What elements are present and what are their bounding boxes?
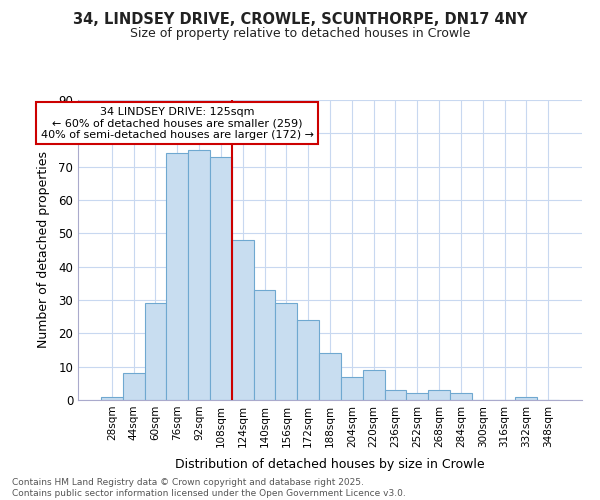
Bar [123, 374, 145, 400]
X-axis label: Distribution of detached houses by size in Crowle: Distribution of detached houses by size … [175, 458, 485, 471]
Bar [232, 240, 254, 400]
Bar [450, 394, 472, 400]
Text: 34 LINDSEY DRIVE: 125sqm
← 60% of detached houses are smaller (259)
40% of semi-: 34 LINDSEY DRIVE: 125sqm ← 60% of detach… [41, 106, 314, 140]
Bar [363, 370, 385, 400]
Bar [297, 320, 319, 400]
Bar [319, 354, 341, 400]
Bar [101, 396, 123, 400]
Bar [275, 304, 297, 400]
Bar [188, 150, 210, 400]
Bar [428, 390, 450, 400]
Bar [254, 290, 275, 400]
Text: 34, LINDSEY DRIVE, CROWLE, SCUNTHORPE, DN17 4NY: 34, LINDSEY DRIVE, CROWLE, SCUNTHORPE, D… [73, 12, 527, 28]
Bar [385, 390, 406, 400]
Bar [210, 156, 232, 400]
Bar [145, 304, 166, 400]
Bar [166, 154, 188, 400]
Text: Contains HM Land Registry data © Crown copyright and database right 2025.
Contai: Contains HM Land Registry data © Crown c… [12, 478, 406, 498]
Y-axis label: Number of detached properties: Number of detached properties [37, 152, 50, 348]
Bar [406, 394, 428, 400]
Bar [515, 396, 537, 400]
Text: Size of property relative to detached houses in Crowle: Size of property relative to detached ho… [130, 28, 470, 40]
Bar [341, 376, 363, 400]
